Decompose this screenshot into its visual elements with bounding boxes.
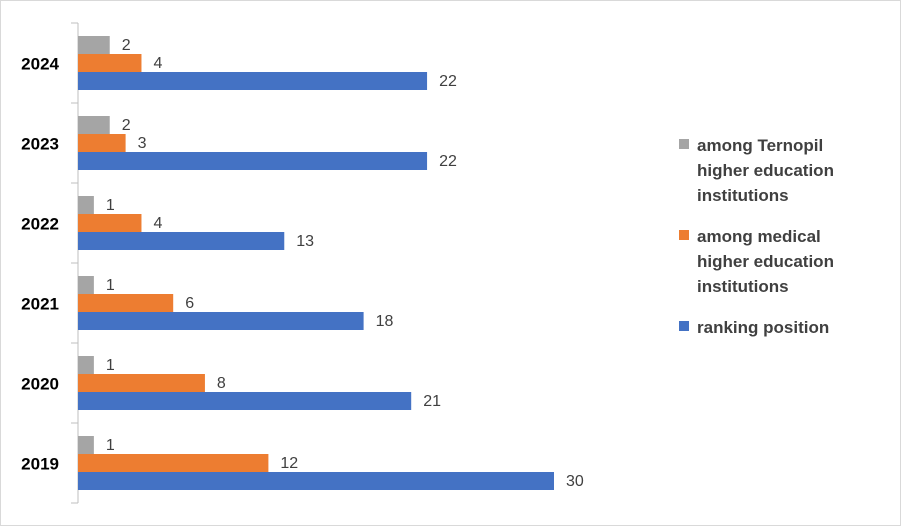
value-label: 21 bbox=[423, 393, 441, 410]
bar bbox=[78, 152, 428, 170]
legend-item: among medical higher education instituti… bbox=[679, 224, 859, 299]
value-label: 1 bbox=[106, 437, 115, 454]
bar bbox=[78, 436, 94, 454]
value-label: 4 bbox=[153, 55, 162, 72]
value-label: 8 bbox=[217, 375, 226, 392]
value-label: 1 bbox=[106, 277, 115, 294]
bar bbox=[78, 214, 142, 232]
value-label: 18 bbox=[376, 313, 394, 330]
value-label: 3 bbox=[138, 135, 147, 152]
value-label: 13 bbox=[296, 233, 314, 250]
value-label: 1 bbox=[106, 197, 115, 214]
y-tick-label: 2020 bbox=[21, 374, 59, 393]
bar bbox=[78, 54, 142, 72]
bar bbox=[78, 72, 428, 90]
legend-label: among medical higher education instituti… bbox=[697, 227, 834, 296]
bar bbox=[78, 294, 174, 312]
legend-label: among Ternopil higher education institut… bbox=[697, 136, 834, 205]
value-label: 1 bbox=[106, 357, 115, 374]
y-tick-label: 2024 bbox=[21, 54, 59, 73]
bar bbox=[78, 454, 269, 472]
bar bbox=[78, 36, 110, 54]
y-tick-label: 2019 bbox=[21, 454, 59, 473]
legend-swatch bbox=[679, 139, 689, 149]
value-label: 22 bbox=[439, 153, 457, 170]
y-tick-label: 2022 bbox=[21, 214, 59, 233]
legend-label: ranking position bbox=[697, 318, 830, 337]
bar bbox=[78, 356, 94, 374]
legend-swatch bbox=[679, 230, 689, 240]
bar bbox=[78, 312, 364, 330]
y-tick-label: 2023 bbox=[21, 134, 59, 153]
y-tick-label: 2021 bbox=[21, 294, 59, 313]
legend-item: among Ternopil higher education institut… bbox=[679, 133, 859, 208]
bar bbox=[78, 196, 94, 214]
value-label: 4 bbox=[153, 215, 162, 232]
bar bbox=[78, 374, 205, 392]
bar bbox=[78, 276, 94, 294]
value-label: 2 bbox=[122, 37, 131, 54]
bar bbox=[78, 472, 554, 490]
bar bbox=[78, 232, 285, 250]
value-label: 22 bbox=[439, 73, 457, 90]
value-label: 30 bbox=[566, 473, 584, 490]
value-label: 6 bbox=[185, 295, 194, 312]
value-label: 2 bbox=[122, 117, 131, 134]
legend-swatch bbox=[679, 321, 689, 331]
legend-item: ranking position bbox=[679, 315, 859, 340]
bar bbox=[78, 392, 412, 410]
value-label: 12 bbox=[280, 455, 298, 472]
bar bbox=[78, 116, 110, 134]
bar bbox=[78, 134, 126, 152]
legend: among Ternopil higher education institut… bbox=[679, 133, 859, 356]
